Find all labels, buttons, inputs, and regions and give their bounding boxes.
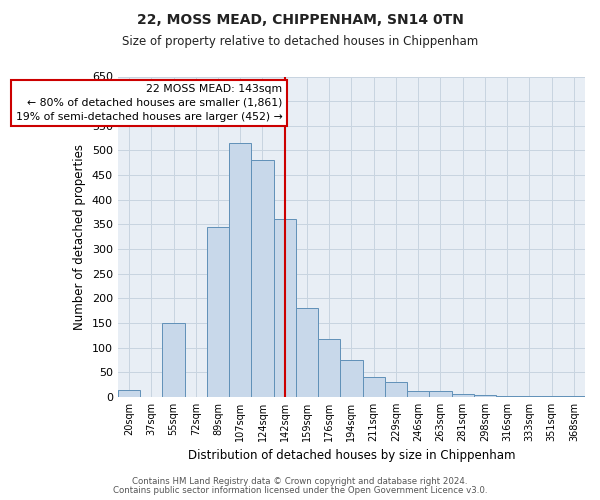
- Bar: [385, 382, 407, 397]
- Bar: [496, 396, 518, 397]
- Bar: [251, 160, 274, 397]
- Bar: [452, 394, 474, 397]
- X-axis label: Distribution of detached houses by size in Chippenham: Distribution of detached houses by size …: [188, 450, 515, 462]
- Bar: [296, 308, 318, 397]
- Bar: [407, 391, 429, 397]
- Bar: [474, 396, 496, 397]
- Bar: [207, 227, 229, 397]
- Text: Contains HM Land Registry data © Crown copyright and database right 2024.: Contains HM Land Registry data © Crown c…: [132, 477, 468, 486]
- Bar: [229, 143, 251, 397]
- Y-axis label: Number of detached properties: Number of detached properties: [73, 144, 86, 330]
- Bar: [362, 377, 385, 397]
- Bar: [318, 339, 340, 397]
- Bar: [429, 391, 452, 397]
- Bar: [274, 220, 296, 397]
- Text: 22 MOSS MEAD: 143sqm
← 80% of detached houses are smaller (1,861)
19% of semi-de: 22 MOSS MEAD: 143sqm ← 80% of detached h…: [16, 84, 283, 122]
- Text: Contains public sector information licensed under the Open Government Licence v3: Contains public sector information licen…: [113, 486, 487, 495]
- Bar: [118, 390, 140, 397]
- Text: 22, MOSS MEAD, CHIPPENHAM, SN14 0TN: 22, MOSS MEAD, CHIPPENHAM, SN14 0TN: [137, 12, 463, 26]
- Text: Size of property relative to detached houses in Chippenham: Size of property relative to detached ho…: [122, 35, 478, 48]
- Bar: [340, 360, 362, 397]
- Bar: [163, 323, 185, 397]
